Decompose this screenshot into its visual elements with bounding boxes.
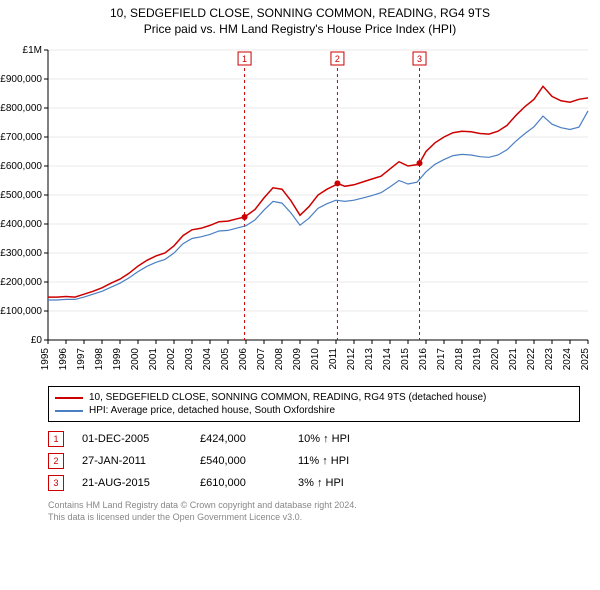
svg-text:£900,000: £900,000 bbox=[0, 74, 42, 85]
sales-table: 1 01-DEC-2005 £424,000 10% ↑ HPI 2 27-JA… bbox=[48, 428, 580, 494]
legend-box: 10, SEDGEFIELD CLOSE, SONNING COMMON, RE… bbox=[48, 386, 580, 422]
legend-row-property: 10, SEDGEFIELD CLOSE, SONNING COMMON, RE… bbox=[55, 391, 573, 404]
svg-text:2020: 2020 bbox=[490, 348, 501, 371]
legend-swatch-hpi bbox=[55, 410, 83, 412]
svg-text:1999: 1999 bbox=[112, 348, 123, 371]
svg-text:£100,000: £100,000 bbox=[0, 306, 42, 317]
svg-text:£800,000: £800,000 bbox=[0, 103, 42, 114]
sale-date-2: 27-JAN-2011 bbox=[82, 455, 182, 467]
sale-hpi-1: 10% ↑ HPI bbox=[298, 433, 378, 445]
svg-text:2006: 2006 bbox=[238, 348, 249, 371]
svg-text:3: 3 bbox=[417, 54, 422, 64]
sale-hpi-3: 3% ↑ HPI bbox=[298, 477, 378, 489]
svg-text:1998: 1998 bbox=[94, 348, 105, 371]
sale-price-2: £540,000 bbox=[200, 455, 280, 467]
legend-label-property: 10, SEDGEFIELD CLOSE, SONNING COMMON, RE… bbox=[89, 392, 486, 403]
svg-text:£300,000: £300,000 bbox=[0, 248, 42, 259]
sale-marker-2: 2 bbox=[48, 453, 64, 469]
svg-text:2003: 2003 bbox=[184, 348, 195, 371]
title-sub: Price paid vs. HM Land Registry's House … bbox=[0, 22, 600, 36]
sale-marker-3: 3 bbox=[48, 475, 64, 491]
svg-text:2000: 2000 bbox=[130, 348, 141, 371]
legend-swatch-property bbox=[55, 397, 83, 399]
svg-text:2024: 2024 bbox=[562, 348, 573, 371]
sales-row-2: 2 27-JAN-2011 £540,000 11% ↑ HPI bbox=[48, 450, 580, 472]
sale-date-1: 01-DEC-2005 bbox=[82, 433, 182, 445]
legend-label-hpi: HPI: Average price, detached house, Sout… bbox=[89, 405, 335, 416]
svg-text:2017: 2017 bbox=[436, 348, 447, 371]
svg-text:2014: 2014 bbox=[382, 348, 393, 371]
svg-text:1996: 1996 bbox=[58, 348, 69, 371]
sales-row-1: 1 01-DEC-2005 £424,000 10% ↑ HPI bbox=[48, 428, 580, 450]
footer-line-2: This data is licensed under the Open Gov… bbox=[48, 512, 580, 524]
sale-marker-3-num: 3 bbox=[53, 478, 58, 488]
svg-text:2019: 2019 bbox=[472, 348, 483, 371]
sale-hpi-2: 11% ↑ HPI bbox=[298, 455, 378, 467]
footer-line-1: Contains HM Land Registry data © Crown c… bbox=[48, 500, 580, 512]
svg-text:1997: 1997 bbox=[76, 348, 87, 371]
svg-text:2021: 2021 bbox=[508, 348, 519, 371]
svg-text:2007: 2007 bbox=[256, 348, 267, 371]
svg-text:2008: 2008 bbox=[274, 348, 285, 371]
sale-marker-1: 1 bbox=[48, 431, 64, 447]
svg-text:2022: 2022 bbox=[526, 348, 537, 371]
svg-text:£400,000: £400,000 bbox=[0, 219, 42, 230]
sale-marker-1-num: 1 bbox=[53, 434, 58, 444]
svg-text:2002: 2002 bbox=[166, 348, 177, 371]
sale-price-3: £610,000 bbox=[200, 477, 280, 489]
svg-text:2025: 2025 bbox=[580, 348, 591, 371]
plot-area: £0 £100,000 £200,000 £300,000 £400,000 £500,0… bbox=[0, 40, 600, 380]
titles: 10, SEDGEFIELD CLOSE, SONNING COMMON, RE… bbox=[0, 0, 600, 40]
sale-price-1: £424,000 bbox=[200, 433, 280, 445]
sale-date-3: 21-AUG-2015 bbox=[82, 477, 182, 489]
svg-text:2013: 2013 bbox=[364, 348, 375, 371]
svg-text:2009: 2009 bbox=[292, 348, 303, 371]
footer: Contains HM Land Registry data © Crown c… bbox=[48, 500, 580, 523]
svg-text:1: 1 bbox=[242, 54, 247, 64]
chart-container: 10, SEDGEFIELD CLOSE, SONNING COMMON, RE… bbox=[0, 0, 600, 523]
svg-text:2012: 2012 bbox=[346, 348, 357, 371]
svg-text:£0: £0 bbox=[31, 335, 43, 346]
svg-text:2023: 2023 bbox=[544, 348, 555, 371]
svg-text:2011: 2011 bbox=[328, 348, 339, 370]
svg-text:2010: 2010 bbox=[310, 348, 321, 371]
legend-row-hpi: HPI: Average price, detached house, Sout… bbox=[55, 404, 573, 417]
svg-text:2018: 2018 bbox=[454, 348, 465, 371]
title-main: 10, SEDGEFIELD CLOSE, SONNING COMMON, RE… bbox=[0, 6, 600, 20]
svg-text:£200,000: £200,000 bbox=[0, 277, 42, 288]
sale-marker-2-num: 2 bbox=[53, 456, 58, 466]
svg-text:2001: 2001 bbox=[148, 348, 159, 371]
svg-text:£500,000: £500,000 bbox=[0, 190, 42, 201]
svg-text:1995: 1995 bbox=[40, 348, 51, 371]
chart-svg: £0 £100,000 £200,000 £300,000 £400,000 £500,0… bbox=[0, 40, 600, 380]
svg-text:2005: 2005 bbox=[220, 348, 231, 371]
sales-row-3: 3 21-AUG-2015 £610,000 3% ↑ HPI bbox=[48, 472, 580, 494]
svg-text:£600,000: £600,000 bbox=[0, 161, 42, 172]
svg-text:£1M: £1M bbox=[23, 45, 42, 56]
svg-text:2: 2 bbox=[335, 54, 340, 64]
svg-text:2004: 2004 bbox=[202, 348, 213, 371]
svg-text:£700,000: £700,000 bbox=[0, 132, 42, 143]
svg-text:2015: 2015 bbox=[400, 348, 411, 371]
svg-text:2016: 2016 bbox=[418, 348, 429, 371]
